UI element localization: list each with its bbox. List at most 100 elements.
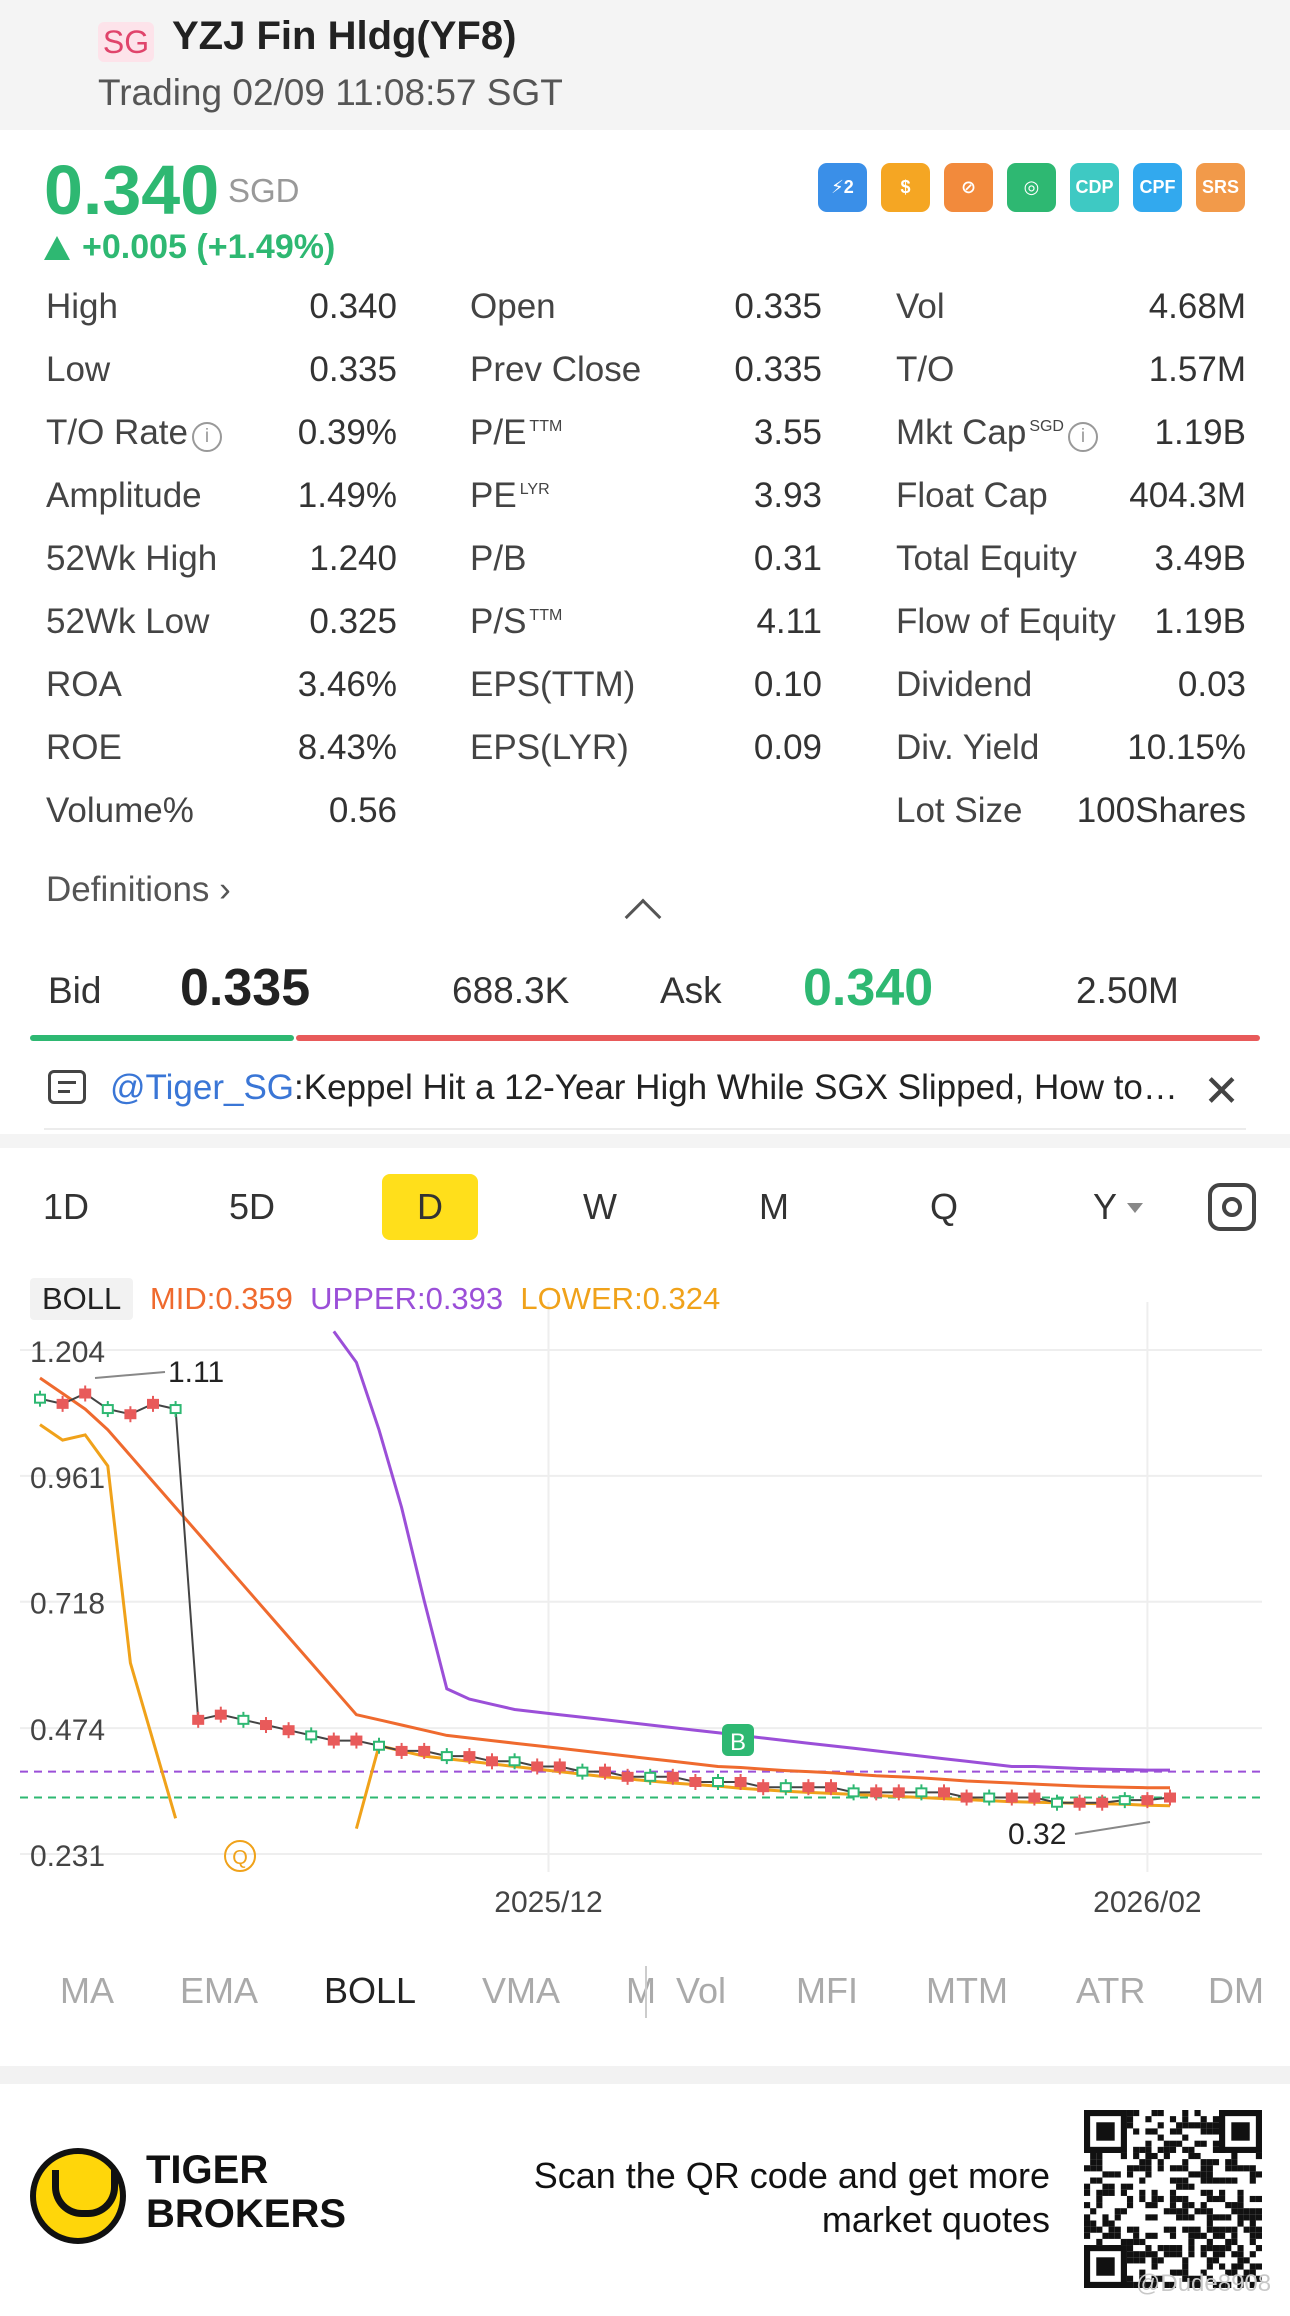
stat-label-text: Open	[470, 287, 556, 326]
news-text[interactable]: @Tiger_SG:Keppel Hit a 12-Year High Whil…	[110, 1068, 1178, 1108]
indicator-vol[interactable]: Vol	[676, 1970, 727, 2011]
definitions-link[interactable]: Definitions ›	[46, 870, 231, 910]
qr-module	[1219, 2251, 1226, 2258]
qr-module	[1194, 2281, 1201, 2288]
no-short-icon[interactable]: ⊘	[944, 163, 993, 212]
indicator-atr[interactable]: ATR	[1076, 1970, 1146, 2011]
qr-module	[1200, 2208, 1207, 2215]
savings-icon[interactable]: ◎	[1007, 163, 1056, 212]
qr-module	[1157, 2195, 1164, 2203]
qr-module	[1255, 2226, 1262, 2233]
indicator-ema[interactable]: EMA	[180, 1970, 259, 2011]
cpf-icon[interactable]: CPF	[1133, 163, 1182, 212]
candle-body	[260, 1720, 272, 1731]
close-icon[interactable]: ✕	[1203, 1067, 1240, 1116]
qr-module	[1182, 2183, 1189, 2190]
candle-body	[305, 1730, 318, 1741]
dollar-icon[interactable]: $	[881, 163, 930, 212]
tab-w[interactable]: W	[552, 1174, 648, 1240]
info-icon[interactable]: i	[191, 422, 222, 452]
currency-label: SGD	[228, 172, 300, 209]
qr-module	[1243, 2214, 1250, 2221]
candle-body	[1141, 1795, 1154, 1806]
tab-q[interactable]: Q	[896, 1174, 992, 1240]
qr-module	[1133, 2238, 1140, 2246]
qr-module	[1231, 2208, 1238, 2215]
tab-m[interactable]: M	[726, 1174, 822, 1240]
qr-module	[1096, 2152, 1103, 2160]
indicator-m[interactable]: M	[626, 1970, 656, 2011]
stat-label-text: 52Wk Low	[46, 602, 210, 641]
boll-tag[interactable]: BOLL	[30, 1278, 134, 1320]
srs-icon[interactable]: SRS	[1196, 163, 1245, 212]
candle-body	[147, 1398, 159, 1409]
candle-body	[1096, 1797, 1109, 1808]
stat-label-text: T/O Rate	[46, 413, 188, 452]
q-marker-icon	[224, 1840, 256, 1872]
qr-module	[1102, 2220, 1109, 2227]
qr-module	[1255, 2275, 1262, 2282]
qr-module	[1182, 2159, 1189, 2166]
last-price: 0.340	[44, 151, 220, 229]
tab-label: W	[583, 1186, 617, 1227]
series-mid	[39, 1376, 1170, 1790]
news-ticker[interactable]: @Tiger_SG:Keppel Hit a 12-Year High Whil…	[44, 1058, 1246, 1130]
qr-module	[1145, 2214, 1152, 2221]
info-icon[interactable]: i	[1067, 422, 1098, 452]
qr-module	[1212, 2146, 1220, 2153]
indicator-mfi[interactable]: MFI	[796, 1970, 858, 2011]
qr-module	[1108, 2220, 1115, 2227]
qr-module	[1231, 2226, 1238, 2233]
qr-module	[1219, 2245, 1226, 2252]
qr-module	[1200, 2189, 1207, 2196]
qr-module	[1237, 2220, 1244, 2227]
qr-module	[1096, 2159, 1103, 2166]
chart-settings-icon[interactable]	[1208, 1183, 1256, 1231]
qr-module	[1176, 2208, 1183, 2215]
qr-module	[1102, 2232, 1109, 2239]
boll-lower: LOWER:0.324	[520, 1281, 721, 1316]
indicator-ma[interactable]: MA	[60, 1970, 114, 2011]
quick-trade-icon[interactable]: ⚡2	[818, 163, 867, 212]
stat-value: 0.10	[753, 665, 822, 704]
qr-module	[1243, 2165, 1250, 2172]
candle-body	[734, 1777, 747, 1787]
tab-y[interactable]: Y	[1070, 1174, 1166, 1240]
qr-module	[1176, 2140, 1183, 2147]
indicator-boll[interactable]: BOLL	[324, 1970, 417, 2011]
qr-code	[1084, 2110, 1262, 2288]
collapse-chevron-icon[interactable]	[624, 898, 662, 936]
qr-module	[1151, 2128, 1158, 2135]
app-header: SG YZJ Fin Hldg(YF8) Trading 02/09 11:08…	[0, 0, 1290, 130]
tab-d[interactable]: D	[382, 1174, 478, 1240]
indicator-vma[interactable]: VMA	[482, 1970, 561, 2011]
bid-label: Bid	[48, 970, 102, 1011]
trading-status: Trading 02/09 11:08:57 SGT	[98, 72, 563, 113]
candle-body	[983, 1792, 996, 1803]
qr-module	[1237, 2257, 1244, 2264]
qr-module	[1126, 2245, 1134, 2252]
qr-module	[1200, 2232, 1207, 2239]
stat-label-text: Amplitude	[46, 476, 202, 515]
qr-module	[1188, 2245, 1195, 2252]
qr-module	[1126, 2238, 1134, 2246]
news-source[interactable]: @Tiger_SG	[110, 1068, 295, 1107]
qr-module	[1157, 2159, 1164, 2166]
qr-module	[1194, 2171, 1201, 2178]
brand-line1: TIGER	[146, 2148, 269, 2192]
indicator-dm[interactable]: DM	[1208, 1970, 1264, 2011]
tab-5d[interactable]: 5D	[204, 1174, 300, 1240]
qr-module	[1145, 2165, 1152, 2172]
buy-marker-label: B	[730, 1729, 746, 1756]
indicator-mtm[interactable]: MTM	[926, 1970, 1008, 2011]
qr-module	[1200, 2128, 1207, 2135]
stat-value: 1.19B	[1154, 413, 1246, 452]
qr-module	[1182, 2208, 1189, 2215]
cdp-icon[interactable]: CDP	[1070, 163, 1119, 212]
qr-module	[1249, 2220, 1256, 2227]
stat-value: 0.340	[309, 287, 397, 326]
qr-module	[1212, 2128, 1220, 2135]
tab-1d[interactable]: 1D	[18, 1174, 114, 1240]
qr-module	[1225, 2245, 1232, 2252]
price-chart[interactable]: 1.204 0.961 0.718 0.474 0.231 2025/12 2026/02 1…	[0, 1262, 1290, 1922]
